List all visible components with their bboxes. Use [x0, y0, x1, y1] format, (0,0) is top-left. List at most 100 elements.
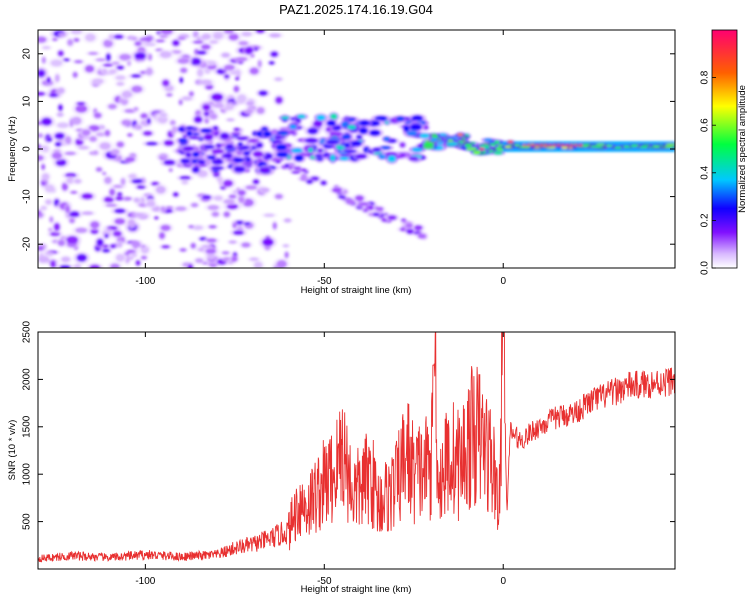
spectral-blob: [276, 130, 289, 135]
spectral-blob: [436, 142, 444, 145]
spectral-blob: [54, 74, 60, 83]
spectral-blob: [160, 224, 171, 231]
spectral-blob: [61, 182, 68, 191]
spectral-blob: [136, 185, 146, 190]
spectral-blob: [131, 85, 143, 93]
spectral-blob: [270, 51, 279, 58]
spectral-blob: [159, 51, 172, 59]
spectral-blob: [196, 50, 207, 55]
spectral-blob: [192, 166, 200, 173]
spectral-blob: [56, 112, 64, 117]
spectral-blob: [99, 142, 111, 150]
spectral-blob: [117, 241, 123, 248]
snr-frame: [37, 331, 676, 570]
spectral-blob: [383, 136, 390, 142]
spectral-blob: [363, 208, 369, 213]
spectral-blob: [116, 65, 124, 70]
spectral-blob: [49, 93, 58, 98]
spectral-blob: [166, 93, 173, 97]
spectral-blob: [268, 60, 275, 65]
spectral-blob: [213, 195, 223, 201]
spectral-blob: [223, 199, 235, 204]
spectral-blob: [190, 202, 199, 208]
spectral-blob: [127, 60, 132, 66]
spectral-blob: [578, 144, 583, 147]
spectral-blob: [375, 206, 384, 212]
spectral-blob: [74, 60, 83, 64]
x-tick-label: 0: [500, 276, 506, 287]
spectral-blob: [38, 36, 47, 43]
spectral-blob: [50, 59, 63, 67]
spectral-blob: [119, 53, 131, 61]
spectral-blob: [95, 167, 103, 172]
spectral-blob: [243, 150, 251, 156]
spectral-blob: [590, 145, 603, 148]
spectral-blob: [395, 116, 405, 122]
spectral-blob: [241, 242, 251, 248]
spectral-blob: [89, 264, 101, 268]
spectral-blob: [282, 244, 289, 248]
spectral-blob: [134, 52, 146, 60]
spectral-blob: [38, 91, 46, 96]
spectral-blob: [245, 46, 254, 55]
spectral-blob: [133, 107, 139, 111]
spectral-blob: [71, 116, 82, 125]
spectral-blob: [387, 155, 396, 162]
spectral-blob: [38, 69, 46, 78]
spectral-blob: [161, 244, 170, 249]
spectral-blob: [115, 196, 124, 201]
snr-x-ticks: -100 -50 0: [135, 332, 506, 587]
spectral-blob: [399, 142, 406, 148]
spectral-blob: [181, 180, 189, 185]
spectral-blob: [232, 157, 244, 163]
spectral-blob: [96, 238, 104, 246]
spectral-blob: [293, 166, 301, 171]
spectral-blob: [245, 109, 254, 114]
spectral-blob: [121, 90, 133, 98]
spectral-blob: [41, 56, 46, 64]
spectral-blob: [110, 263, 120, 268]
spectral-blob: [307, 127, 319, 135]
spectral-blob: [46, 76, 51, 84]
spectrogram-x-ticks: -100 -50 0: [135, 30, 506, 287]
spectral-blob: [38, 133, 44, 138]
spectral-blob: [55, 141, 62, 147]
figure-title: PAZ1.2025.174.16.19.G04: [279, 2, 433, 17]
spectral-blob: [45, 184, 55, 193]
y-tick-label: 1000: [22, 463, 33, 486]
spectral-blob: [180, 158, 190, 164]
spectral-blob: [369, 129, 381, 136]
spectral-blob: [146, 67, 153, 76]
spectral-blob: [207, 155, 216, 160]
spectral-blob: [403, 125, 410, 132]
spectral-blob: [289, 124, 297, 130]
spectral-blob: [101, 68, 108, 74]
spectral-blob: [70, 190, 78, 194]
spectral-blob: [203, 133, 214, 141]
spectral-blob: [235, 76, 240, 81]
spectral-blob: [235, 56, 248, 62]
snr-panel: -100 -50 0 500 1000 1500 2000 2500 Height of s…: [7, 320, 676, 595]
spectral-blob: [57, 122, 69, 129]
colorbar-tick-label: 0.0: [700, 261, 711, 275]
spectral-blob: [41, 163, 46, 170]
spectral-blob: [211, 211, 220, 217]
spectral-blob: [135, 124, 143, 130]
spectral-blob: [41, 173, 50, 181]
spectral-blob: [664, 145, 674, 148]
spectral-blob: [344, 142, 350, 148]
spectral-blob: [114, 218, 126, 225]
spectral-blob: [665, 143, 675, 146]
spectral-blob: [274, 77, 283, 82]
spectral-blob: [109, 188, 116, 196]
spectral-blob: [140, 113, 148, 119]
spectral-blob: [65, 205, 71, 214]
spectral-blob: [330, 154, 336, 162]
spectral-blob: [108, 103, 117, 110]
spectral-blob: [331, 187, 342, 193]
spectrogram-y-axis-label: Frequency (Hz): [7, 116, 18, 181]
spectral-blob: [201, 195, 212, 200]
spectral-blob: [213, 103, 224, 109]
spectral-blob: [90, 221, 100, 229]
spectral-blob: [372, 212, 380, 217]
